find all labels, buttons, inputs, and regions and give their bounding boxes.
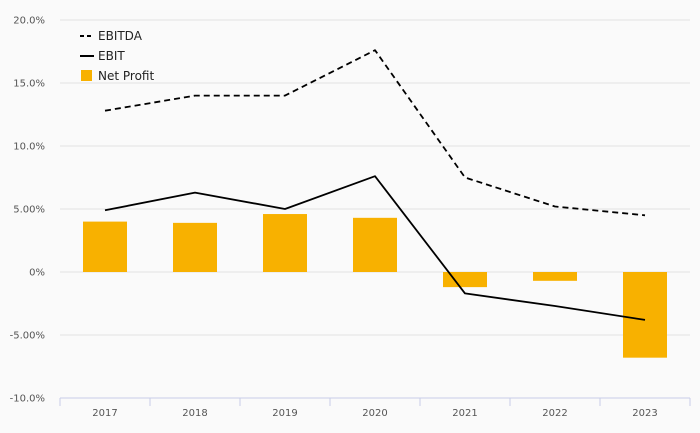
series-lines bbox=[104, 49, 646, 321]
bar-net-profit bbox=[173, 222, 217, 272]
line-ebitda bbox=[104, 49, 646, 217]
x-tick-label: 2022 bbox=[542, 408, 567, 419]
bar-net-profit bbox=[443, 272, 487, 288]
line-ebit bbox=[104, 175, 646, 321]
bar-net-profit bbox=[83, 221, 127, 272]
y-tick-label: 15.0% bbox=[13, 79, 45, 90]
legend-label: EBITDA bbox=[98, 29, 143, 43]
x-tick-label: 2021 bbox=[452, 408, 477, 419]
legend-label: EBIT bbox=[98, 49, 125, 63]
x-tick-label: 2019 bbox=[272, 408, 297, 419]
legend: EBITDA EBIT Net Profit bbox=[80, 29, 154, 83]
x-tick-label: 2023 bbox=[632, 408, 657, 419]
x-tick-label: 2017 bbox=[92, 408, 117, 419]
bar-net-profit bbox=[533, 272, 577, 281]
y-tick-label: 20.0% bbox=[13, 16, 45, 27]
bar-net-profit bbox=[353, 217, 397, 272]
x-tick-label: 2018 bbox=[182, 408, 207, 419]
x-tick-label: 2020 bbox=[362, 408, 387, 419]
bars-net-profit bbox=[83, 214, 667, 358]
y-axis: 20.0% 15.0% 10.0% 5.00% 0% -5.00% -10.0% bbox=[10, 16, 45, 405]
y-tick-label: -5.00% bbox=[10, 331, 45, 342]
y-tick-label: 10.0% bbox=[13, 142, 45, 153]
legend-label: Net Profit bbox=[98, 69, 154, 83]
y-tick-label: 5.00% bbox=[13, 205, 45, 216]
x-axis: 2017 2018 2019 2020 2021 2022 2023 bbox=[59, 397, 691, 419]
y-tick-label: -10.0% bbox=[10, 394, 45, 405]
legend-marker-net-profit bbox=[81, 70, 92, 81]
y-tick-label: 0% bbox=[29, 268, 45, 279]
bar-net-profit bbox=[263, 214, 307, 272]
bar-net-profit bbox=[623, 272, 667, 358]
